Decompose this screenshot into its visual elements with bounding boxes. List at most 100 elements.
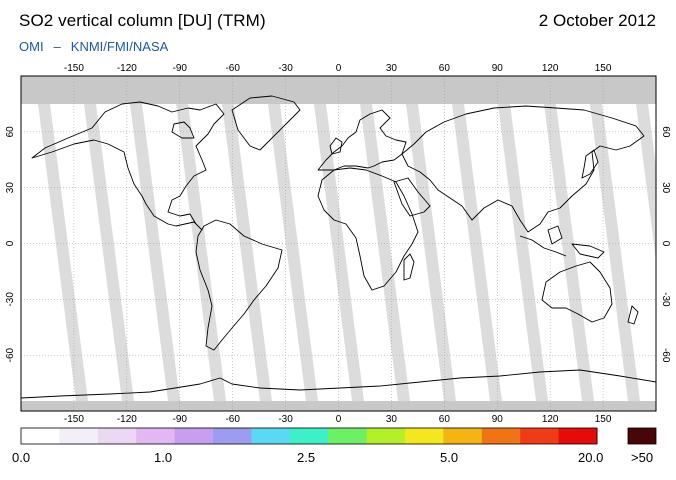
colorbar-label-2: 2.5	[297, 450, 316, 465]
europe-coast	[317, 109, 407, 171]
longitude-tick-label: 90	[492, 63, 504, 74]
colorbar-segment	[558, 428, 598, 444]
latitude-tick-label: 30	[5, 182, 16, 194]
new-zealand	[627, 305, 639, 325]
orbit-gap-swath	[38, 104, 88, 401]
orbit-gap-swath	[130, 104, 180, 401]
colorbar-segment	[97, 428, 137, 444]
latitude-tick-label: -30	[5, 292, 16, 307]
latitude-tick-label: 60	[660, 126, 671, 138]
orbit-gaps	[38, 104, 656, 401]
longitude-tick-label: -60	[225, 63, 240, 74]
colorbar-label-0: 0.0	[12, 450, 31, 465]
map-panel	[20, 75, 657, 412]
colorbar-segment	[328, 428, 368, 444]
map-date: 2 October 2012	[538, 11, 656, 30]
japan	[581, 149, 599, 179]
latitude-tick-label: -60	[5, 348, 16, 363]
colorbar-label-4: 20.0	[578, 450, 604, 465]
colorbar-segment	[21, 428, 60, 444]
data-source: OMI – KNMI/FMI/NASA	[19, 39, 168, 54]
map-frame	[20, 75, 657, 412]
colorbar	[20, 427, 657, 445]
longitude-tick-label: -90	[173, 63, 188, 74]
antarctica-coast	[21, 369, 656, 399]
orbit-gap-swath	[84, 104, 134, 401]
latitude-tick-label: 30	[660, 182, 671, 194]
longitude-labels-top: -150 -120 -90 -60 -30 0 30 60 90 120 150	[64, 63, 612, 74]
colorbar-label-1: 1.0	[154, 450, 173, 465]
latitude-tick-label: 0	[660, 241, 671, 247]
longitude-tick-label: 0	[336, 414, 342, 425]
colorbar-segment	[520, 428, 560, 444]
africa-coast	[317, 167, 419, 291]
latitude-tick-label: -60	[660, 348, 671, 363]
colorbar-overflow-label: >50	[631, 450, 654, 465]
colorbar-segments	[21, 428, 598, 444]
hudson-bay	[171, 121, 195, 139]
orbit-gap-swath	[360, 104, 410, 401]
orbit-gap-swath	[452, 104, 502, 401]
colorbar-segment	[366, 428, 406, 444]
australia-coast	[541, 261, 613, 323]
longitude-tick-label: -150	[64, 414, 84, 425]
latitude-tick-label: 0	[5, 240, 16, 246]
colorbar-segment	[289, 428, 329, 444]
orbit-gap-swath	[222, 104, 272, 401]
longitude-tick-label: 90	[492, 414, 504, 425]
longitude-tick-label: 30	[386, 414, 398, 425]
latitude-tick-label: 60	[5, 126, 16, 138]
latitude-tick-label: -30	[660, 292, 671, 307]
colorbar-frame	[20, 427, 598, 445]
orbit-gap-swath	[176, 104, 226, 401]
source-instrument: OMI	[19, 39, 44, 54]
longitude-tick-label: 0	[336, 63, 342, 74]
colorbar-segment	[59, 428, 99, 444]
colorbar-segment	[405, 428, 444, 444]
greenland	[231, 95, 301, 151]
colorbar-segment	[481, 428, 521, 444]
north-no-data-band	[21, 76, 656, 104]
orbit-gap-swath	[590, 104, 640, 401]
graticule	[21, 76, 656, 411]
latitude-labels-left: -60 -30 0 30 60	[5, 126, 16, 363]
longitude-tick-label: 60	[439, 63, 451, 74]
orbit-gap-swath	[314, 104, 364, 401]
longitude-tick-label: -90	[173, 414, 188, 425]
longitude-tick-label: 150	[595, 414, 612, 425]
orbit-gap-swath	[406, 104, 456, 401]
colorbar-segment	[174, 428, 214, 444]
longitude-tick-label: -30	[278, 63, 293, 74]
colorbar-segment	[251, 428, 291, 444]
colorbar-segment	[213, 428, 252, 444]
source-institutes: KNMI/FMI/NASA	[70, 39, 169, 54]
british-isles	[329, 137, 343, 155]
orbit-gap-swath	[544, 104, 594, 401]
longitude-labels-bottom: -150 -120 -90 -60 -30 0 30 60 90 120 150	[64, 414, 612, 425]
orbit-gap-swath	[498, 104, 548, 401]
colorbar-overflow-swatch	[627, 427, 657, 445]
orbit-gap-swath	[268, 104, 318, 401]
indonesia-islands	[519, 225, 605, 259]
north-america-coast	[31, 101, 225, 231]
colorbar-segment	[136, 428, 176, 444]
south-america-coast	[195, 219, 283, 351]
longitude-tick-label: 120	[542, 63, 559, 74]
map-title: SO2 vertical column [DU] (TRM)	[19, 11, 266, 30]
longitude-tick-label: -150	[64, 63, 84, 74]
longitude-tick-label: -30	[278, 414, 293, 425]
coastlines	[21, 95, 656, 399]
madagascar	[403, 253, 415, 281]
orbit-gap-swath	[636, 104, 656, 261]
longitude-tick-label: 60	[439, 414, 451, 425]
longitude-tick-label: 30	[386, 63, 398, 74]
longitude-tick-label: 150	[595, 63, 612, 74]
asia-coast	[401, 105, 645, 233]
colorbar-segment	[443, 428, 483, 444]
arabian-peninsula	[393, 177, 431, 217]
latitude-labels-right: -60 -30 0 30 60	[660, 126, 671, 363]
longitude-tick-label: -60	[225, 414, 240, 425]
longitude-tick-label: -120	[117, 414, 137, 425]
colorbar-label-3: 5.0	[440, 450, 459, 465]
